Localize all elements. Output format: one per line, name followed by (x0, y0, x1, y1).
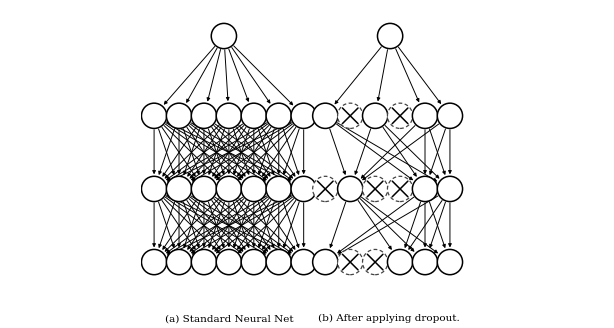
Text: (b) After applying dropout.: (b) After applying dropout. (317, 314, 459, 323)
Circle shape (313, 103, 338, 129)
Circle shape (216, 249, 241, 275)
Circle shape (413, 249, 438, 275)
Circle shape (338, 176, 363, 202)
Circle shape (413, 103, 438, 129)
Circle shape (387, 249, 413, 275)
Circle shape (141, 176, 167, 202)
Circle shape (241, 176, 266, 202)
Circle shape (141, 249, 167, 275)
Circle shape (338, 103, 363, 129)
Circle shape (166, 249, 192, 275)
Circle shape (338, 249, 363, 275)
Circle shape (216, 103, 241, 129)
Circle shape (362, 176, 388, 202)
Circle shape (141, 103, 167, 129)
Circle shape (291, 103, 316, 129)
Circle shape (192, 176, 217, 202)
Circle shape (211, 23, 236, 49)
Circle shape (378, 23, 403, 49)
Circle shape (437, 249, 462, 275)
Circle shape (387, 176, 413, 202)
Circle shape (387, 103, 413, 129)
Circle shape (241, 249, 266, 275)
Circle shape (266, 249, 292, 275)
Circle shape (313, 249, 338, 275)
Circle shape (192, 249, 217, 275)
Text: (a) Standard Neural Net: (a) Standard Neural Net (165, 314, 293, 323)
Circle shape (437, 176, 462, 202)
Circle shape (166, 103, 192, 129)
Circle shape (313, 176, 338, 202)
Circle shape (362, 103, 388, 129)
Circle shape (216, 176, 241, 202)
Circle shape (266, 103, 292, 129)
Circle shape (192, 103, 217, 129)
Circle shape (413, 176, 438, 202)
Circle shape (291, 249, 316, 275)
Circle shape (362, 249, 388, 275)
Circle shape (291, 176, 316, 202)
Circle shape (166, 176, 192, 202)
Circle shape (437, 103, 462, 129)
Circle shape (266, 176, 292, 202)
Circle shape (241, 103, 266, 129)
